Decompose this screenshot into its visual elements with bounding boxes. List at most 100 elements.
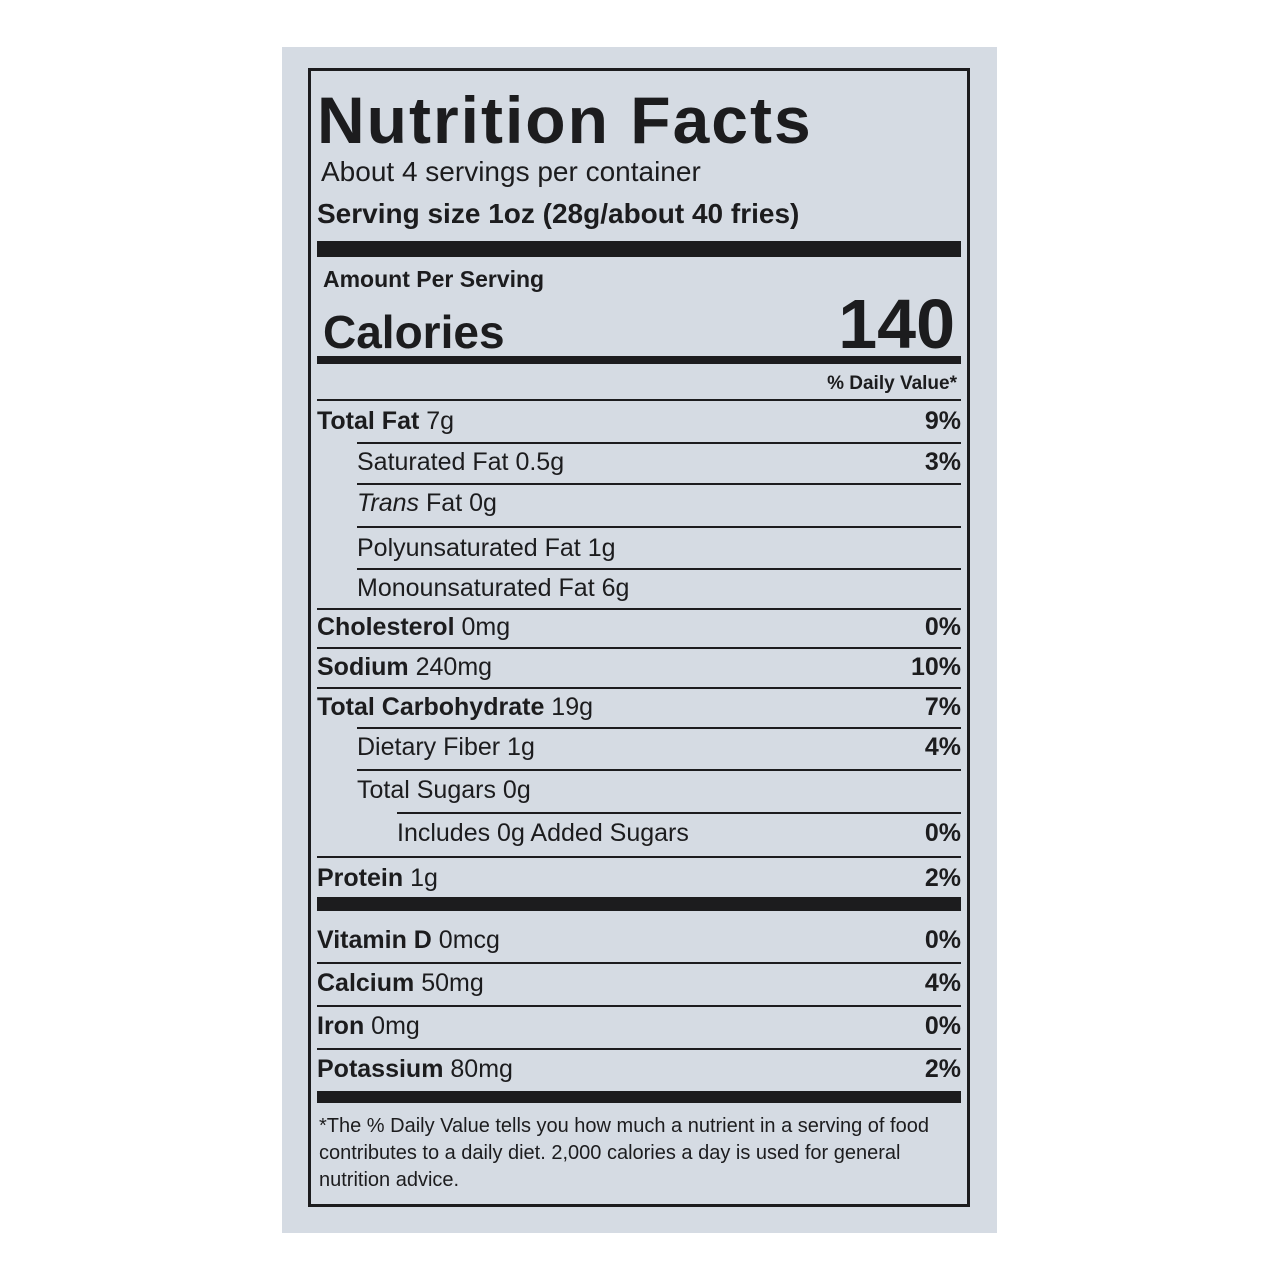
nutrient-name-line: Total Carbohydrate 19g [317,692,593,722]
rule [317,856,961,858]
nutrient-name: Fat [426,489,463,517]
nutrient-name-line: Trans Fat 0g [357,488,497,518]
nutrient-amount: 0mg [371,1012,420,1040]
nutrient-name: Total Carbohydrate [317,693,545,721]
nutrient-name: Protein [317,864,404,892]
daily-value: 0% [924,1012,961,1040]
nutrient-name: Monounsaturated Fat [357,574,595,602]
nutrient-amount: 7g [426,407,455,435]
nutrient-name-line: Calcium 50mg [317,968,484,998]
daily-value: 3% [924,448,961,476]
nutrient-name-line: Monounsaturated Fat 6g [357,573,629,603]
title: Nutrition Facts [317,83,813,157]
nutrient-name-line: Sodium 240mg [317,652,492,682]
nutrient-name: Vitamin D [317,926,432,954]
rule [357,526,961,528]
thick-rule [317,897,961,911]
nutrient-name: Total Sugars [357,776,496,804]
rule [317,1005,961,1007]
nutrient-amount: 0g [502,776,531,804]
nutrient-amount: 1g [410,864,438,892]
nutrient-row: Includes 0g Added Sugars 0% [317,818,961,848]
thick-rule [317,1091,961,1103]
rule [357,769,961,771]
daily-value-header: % Daily Value* [827,373,957,394]
rule [357,727,961,729]
nutrient-amount: 1g [507,733,535,761]
nutrient-name: Dietary Fiber [357,733,501,761]
nutrient-name: Iron [317,1012,365,1040]
nutrient-row: Iron 0mg 0% [317,1011,961,1041]
rule [397,812,961,814]
nutrient-amount: 19g [551,693,594,721]
nutrient-amount: 80mg [450,1055,513,1083]
nutrient-amount: 0.5g [515,448,565,476]
nutrient-row: Protein 1g 2% [317,863,961,893]
daily-value: 2% [924,864,961,892]
nutrient-name-line: Saturated Fat 0.5g [357,447,564,477]
nutrient-name-italic: Trans [357,489,420,517]
nutrition-label: Nutrition Facts About 4 servings per con… [308,68,970,1207]
nutrient-name-line: Potassium 80mg [317,1054,513,1084]
calories-value: 140 [838,285,955,363]
daily-value: 4% [924,733,961,761]
rule [317,608,961,610]
nutrient-name-line: Total Fat 7g [317,406,454,436]
nutrient-name-line: Protein 1g [317,863,438,893]
rule [317,687,961,689]
rule [317,399,961,401]
nutrient-row: Trans Fat 0g [317,488,961,518]
rule [357,442,961,444]
nutrient-name-line: Cholesterol 0mg [317,612,510,642]
nutrient-amount: 6g [601,574,630,602]
nutrient-row: Total Fat 7g 9% [317,406,961,436]
nutrient-name: Saturated Fat [357,448,509,476]
nutrient-name-line: Total Sugars 0g [357,775,531,805]
nutrient-row: Potassium 80mg 2% [317,1054,961,1084]
serving-size-value: 1oz (28g/about 40 fries) [488,198,800,229]
daily-value: 0% [924,613,961,641]
nutrient-name: Cholesterol [317,613,455,641]
nutrient-amount: 1g [587,534,616,562]
nutrient-name: Polyunsaturated Fat [357,534,581,562]
nutrient-row: Saturated Fat 0.5g 3% [317,447,961,477]
nutrient-row: Calcium 50mg 4% [317,968,961,998]
nutrient-name-line: Polyunsaturated Fat 1g [357,533,616,563]
nutrient-name: Includes 0g Added Sugars [397,819,689,847]
daily-value: 0% [924,819,961,847]
nutrient-row: Monounsaturated Fat 6g [317,573,961,603]
daily-value: 0% [924,926,961,954]
nutrient-amount: 240mg [415,653,493,681]
nutrient-amount: 0mg [461,613,511,641]
nutrient-row: Vitamin D 0mcg 0% [317,925,961,955]
nutrient-amount: 0g [469,489,497,517]
serving-size-label: Serving size [317,198,481,229]
rule [357,483,961,485]
nutrient-name-line: Includes 0g Added Sugars [397,818,689,848]
footnote: *The % Daily Value tells you how much a … [319,1115,929,1191]
nutrient-row: Total Sugars 0g [317,775,961,805]
daily-value: 2% [924,1055,961,1083]
nutrient-row: Dietary Fiber 1g 4% [317,732,961,762]
nutrient-row: Polyunsaturated Fat 1g [317,533,961,563]
rule [317,962,961,964]
nutrient-name: Sodium [317,653,409,681]
amount-per-serving: Amount Per Serving [323,266,545,292]
nutrient-row: Cholesterol 0mg 0% [317,612,961,642]
daily-value: 9% [924,407,961,435]
nutrient-amount: 0mcg [438,926,500,954]
daily-value: 10% [910,653,961,681]
rule [317,647,961,649]
calories-label: Calories [323,306,505,358]
nutrient-name: Potassium [317,1055,444,1083]
serving-size: Serving size 1oz (28g/about 40 fries) [317,199,799,229]
nutrient-name: Total Fat [317,407,420,435]
nutrient-name-line: Iron 0mg [317,1011,420,1041]
rule [357,568,961,570]
thick-rule [317,241,961,257]
nutrient-name: Calcium [317,969,415,997]
medium-rule [317,356,961,364]
nutrient-name-line: Vitamin D 0mcg [317,925,500,955]
nutrient-row: Total Carbohydrate 19g 7% [317,692,961,722]
